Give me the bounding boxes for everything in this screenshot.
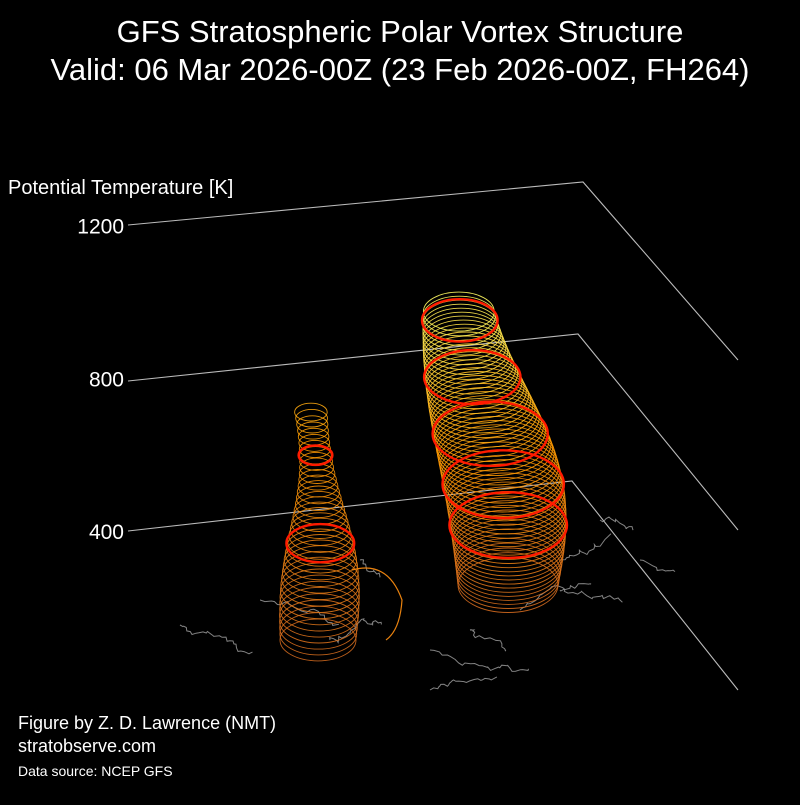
- z-tick-800: 800: [89, 368, 124, 391]
- vortex-contour: [294, 402, 328, 422]
- vortex-contour: [279, 574, 360, 620]
- vortex-contour: [422, 291, 495, 332]
- vortex-contour: [297, 474, 339, 498]
- vortex-contour: [291, 507, 349, 539]
- coastline-segment: [599, 516, 634, 531]
- highlight-contour-620: [297, 444, 334, 467]
- vortex-contour: [284, 534, 356, 574]
- coastline-segment: [359, 559, 381, 578]
- vortex-contour: [289, 512, 351, 546]
- vortex-contour: [279, 593, 359, 638]
- vortex-contour: [297, 421, 329, 440]
- vortex-left: [279, 402, 403, 662]
- vortex-contour: [296, 480, 340, 505]
- vortex-contour: [281, 556, 360, 601]
- vortex-contour: [422, 323, 507, 371]
- highlight-contour-390: [448, 491, 569, 560]
- z-axis-label: Potential Temperature [K]: [8, 177, 233, 199]
- grid-line-800: [127, 333, 739, 531]
- vortex-lobe: [351, 567, 403, 641]
- vortex-contour: [281, 550, 359, 594]
- vortex-right: [420, 291, 569, 613]
- vortex-contour: [294, 490, 344, 519]
- vortex-contour: [296, 415, 329, 434]
- vortex-contour: [283, 539, 358, 581]
- chart-subtitle: Valid: 06 Mar 2026-00Z (23 Feb 2026-00Z,…: [50, 52, 750, 87]
- coastline-segment: [329, 618, 382, 645]
- coastline-segment: [559, 533, 612, 561]
- axis-frame: [127, 181, 739, 691]
- vortex-contour: [295, 485, 342, 512]
- vortex-contour: [279, 568, 360, 613]
- highlight-contour-520: [441, 449, 566, 520]
- website-link[interactable]: stratobserve.com: [18, 736, 157, 756]
- grid-line-400: [127, 480, 739, 691]
- vortex-contour: [298, 469, 337, 491]
- vortex-contour: [422, 327, 509, 375]
- vortex-contour: [279, 586, 360, 632]
- z-tick-1200: 1200: [77, 216, 124, 239]
- coastline-segment: [429, 649, 529, 672]
- vortex-contour: [299, 457, 335, 478]
- coastline-segment: [559, 588, 623, 603]
- vortex-contour: [292, 501, 347, 532]
- author-credit: Figure by Z. D. Lawrence (NMT): [18, 713, 277, 733]
- coastline-segment: [469, 629, 507, 652]
- vortex-contour: [422, 311, 502, 356]
- coastline-segment: [639, 559, 676, 573]
- vortex-contour: [298, 439, 331, 459]
- vortex-contour: [295, 408, 328, 428]
- coastline-segment: [519, 583, 592, 611]
- vortex-contour: [279, 580, 360, 626]
- coastlines: [179, 516, 676, 691]
- vortex-contour: [422, 303, 499, 346]
- vortex-contour: [453, 523, 564, 585]
- vortex-contour: [422, 319, 505, 366]
- vortex-contour: [422, 315, 503, 361]
- coastline-segment: [179, 624, 253, 655]
- vortex-contour: [299, 451, 333, 471]
- highlight-contour-860: [422, 348, 522, 406]
- vortex-contour: [423, 331, 510, 380]
- highlight-contour-420: [285, 522, 356, 564]
- z-tick-400: 400: [89, 521, 124, 544]
- coastline-segment: [429, 676, 498, 691]
- grid-line-1200: [127, 181, 739, 361]
- highlight-contour-1040: [420, 297, 499, 343]
- chart-title: GFS Stratospheric Polar Vortex Structure: [116, 14, 684, 49]
- data-source: Data source: NCEP GFS: [18, 763, 173, 779]
- z-axis-ticks: 400 800 1200: [77, 216, 124, 545]
- vortex-contour: [298, 433, 331, 452]
